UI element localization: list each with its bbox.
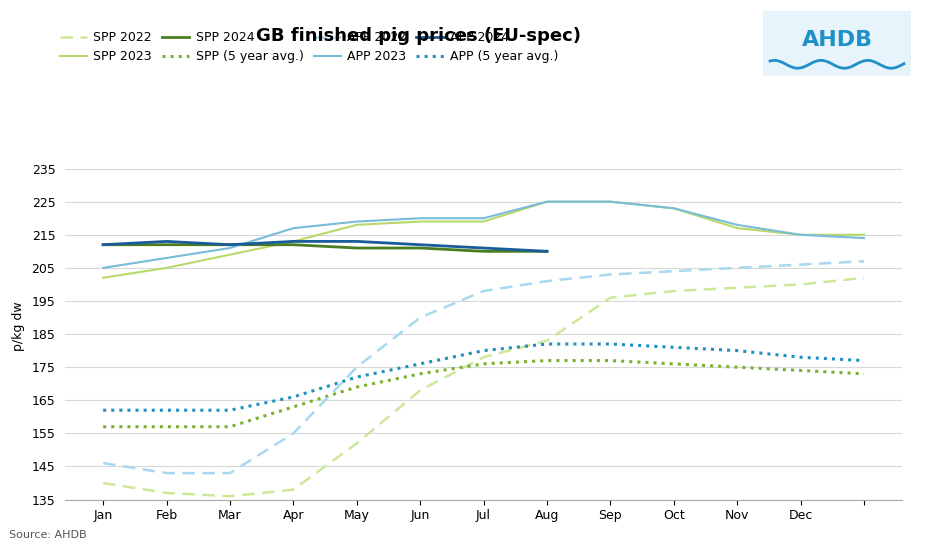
Text: AHDB: AHDB xyxy=(802,30,872,50)
Y-axis label: p/kg dw: p/kg dw xyxy=(11,301,24,351)
Text: Source: AHDB: Source: AHDB xyxy=(9,529,86,540)
Legend: SPP 2022, SPP 2023, SPP 2024, SPP (5 year avg.), APP 2022, APP 2023, APP 2024, A: SPP 2022, SPP 2023, SPP 2024, SPP (5 yea… xyxy=(55,26,564,68)
Text: GB finished pig prices (EU-spec): GB finished pig prices (EU-spec) xyxy=(256,27,581,45)
FancyBboxPatch shape xyxy=(755,8,919,79)
